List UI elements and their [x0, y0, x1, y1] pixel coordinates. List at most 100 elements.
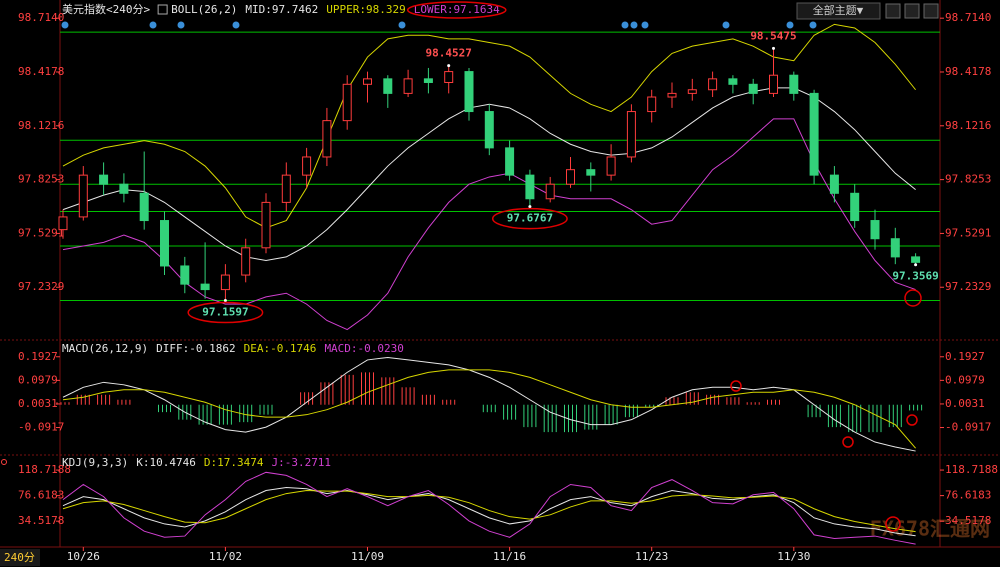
candle-body — [545, 183, 555, 200]
candle-body — [687, 89, 697, 94]
legend-entry: LOWER:97.1634 — [414, 3, 500, 16]
y-tick-label: 97.5291 — [945, 226, 991, 239]
theme-button[interactable] — [796, 2, 881, 20]
panel-title: MACD(26,12,9) — [62, 342, 148, 355]
candle-body — [809, 92, 819, 176]
candle-body — [220, 274, 230, 291]
period-label[interactable]: 240分 — [4, 551, 35, 564]
x-tick-label: 11/23 — [635, 550, 668, 563]
legend-entry: UPPER:98.329 — [326, 3, 405, 16]
candle-body — [302, 156, 312, 176]
candle-body — [322, 120, 332, 158]
x-tick-label: 11/02 — [209, 550, 242, 563]
window-button[interactable] — [923, 3, 939, 19]
candle-body — [78, 174, 88, 218]
annotation-label: 97.3569 — [892, 270, 938, 283]
y-tick-label: -0.0917 — [945, 421, 991, 434]
candle-body — [200, 283, 210, 291]
candle-body — [423, 78, 433, 83]
highlight-ellipse — [406, 1, 507, 19]
x-tick-label: 11/16 — [493, 550, 526, 563]
event-dot — [630, 21, 638, 29]
y-tick-label: 98.7140 — [18, 11, 64, 24]
panel-dot — [1, 459, 7, 465]
y-tick-label: 98.7140 — [945, 11, 991, 24]
highlight-circle — [906, 414, 918, 426]
y-tick-label: 118.7188 — [18, 463, 71, 476]
y-tick-label: 0.0979 — [945, 373, 985, 386]
indicator-line — [62, 490, 916, 533]
candle-body — [261, 201, 271, 249]
candle-body — [99, 174, 109, 185]
indicator-line — [62, 369, 916, 449]
candle-body — [505, 147, 515, 176]
y-tick-label: 98.4178 — [18, 65, 64, 78]
event-dot — [398, 21, 406, 29]
x-tick-label: 11/30 — [777, 550, 810, 563]
candle-body — [342, 83, 352, 122]
y-tick-label: 97.2329 — [945, 280, 991, 293]
legend-entry: DEA:-0.1746 — [244, 342, 317, 355]
event-dot — [232, 21, 240, 29]
candle-body — [180, 265, 190, 285]
indicator-line — [62, 486, 916, 537]
y-tick-label: 118.7188 — [945, 463, 998, 476]
y-tick-label: -0.0917 — [18, 421, 64, 434]
indicator-line — [62, 471, 916, 545]
annotation-label: 98.4527 — [426, 47, 472, 60]
candle-body — [769, 74, 778, 94]
y-tick-label: 97.8253 — [945, 173, 991, 186]
y-tick-label: 98.4178 — [945, 65, 991, 78]
event-dot — [621, 21, 629, 29]
x-tick-label: 11/09 — [351, 550, 384, 563]
annotation-label: 98.5475 — [750, 29, 796, 42]
candle-body — [484, 111, 494, 149]
panel-title: KDJ(9,3,3) — [62, 456, 128, 469]
event-dot — [177, 21, 185, 29]
indicator-line — [62, 356, 916, 452]
event-dot — [809, 21, 817, 29]
y-tick-label: 34.5178 — [18, 514, 64, 527]
y-tick-label: 97.5291 — [18, 226, 64, 239]
candle-body — [586, 169, 596, 176]
highlight-circle — [885, 516, 901, 532]
frame — [0, 0, 1000, 548]
highlight-ellipse — [491, 207, 568, 230]
event-dot — [149, 21, 157, 29]
candle-body — [383, 78, 393, 94]
candle-body — [525, 174, 535, 200]
candle-body — [850, 192, 860, 222]
legend-entry: MACD:-0.0230 — [324, 342, 403, 355]
candle-body — [58, 216, 68, 231]
candle-body — [119, 183, 129, 194]
y-tick-label: 97.8253 — [18, 173, 64, 186]
candle-body — [464, 71, 474, 113]
event-dot — [641, 21, 649, 29]
window-button[interactable] — [885, 3, 901, 19]
y-tick-label: 0.0979 — [18, 373, 58, 386]
candle-body — [890, 238, 900, 258]
highlight-circle — [730, 380, 742, 392]
candle-body — [728, 78, 738, 85]
annotation-point — [914, 263, 918, 267]
y-tick-label: 98.1216 — [18, 119, 64, 132]
highlight-circle — [904, 289, 922, 307]
candle-body — [139, 192, 149, 222]
theme-button-label[interactable]: 全部主题▼ — [813, 3, 864, 17]
candle-body — [829, 174, 839, 194]
y-tick-label: 0.0031 — [945, 397, 985, 410]
legend-entry: K:10.4746 — [136, 456, 196, 469]
annotation-label: 97.1597 — [202, 306, 248, 319]
x-tick-label: 10/26 — [67, 550, 100, 563]
y-tick-label: 0.1927 — [18, 350, 58, 363]
annotation-point — [528, 205, 532, 209]
event-markers — [61, 21, 817, 29]
period-tab[interactable] — [0, 549, 40, 566]
highlight-circle — [842, 436, 854, 448]
annotation-point — [772, 46, 775, 50]
panel-title: 美元指数<240分> — [62, 2, 150, 16]
window-button[interactable] — [904, 3, 920, 19]
